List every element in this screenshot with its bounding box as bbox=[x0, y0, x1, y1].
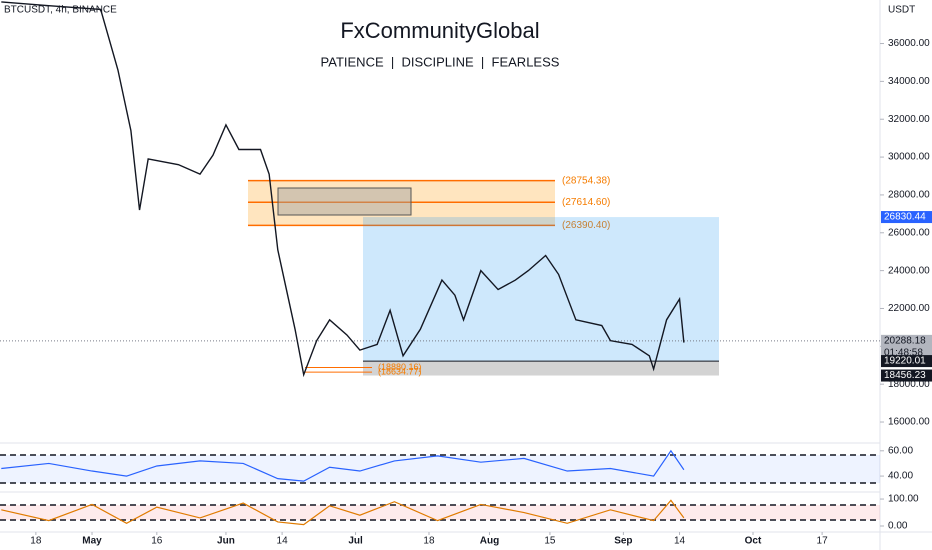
y-tick-label: 22000.00 bbox=[888, 303, 930, 314]
chart-title: FxCommunityGlobal bbox=[340, 18, 539, 43]
series-line bbox=[1, 449, 685, 482]
y-tick-label: 16000.00 bbox=[888, 417, 930, 428]
x-tick-label: 15 bbox=[544, 536, 556, 547]
x-tick-label: 16 bbox=[151, 536, 163, 547]
series-line bbox=[1, 1, 685, 378]
y-tick-label: 28000.00 bbox=[888, 190, 930, 201]
y-tick-label: 0.00 bbox=[888, 521, 908, 532]
y-tick-label: 18000.00 bbox=[888, 379, 930, 390]
y-tick-label: 60.00 bbox=[888, 445, 913, 456]
stop-zone bbox=[363, 361, 719, 376]
level-label: (18634.77) bbox=[378, 367, 422, 377]
target-zone bbox=[363, 217, 719, 362]
level-label: (26390.40) bbox=[562, 220, 610, 231]
y-tick-label: 36000.00 bbox=[888, 38, 930, 49]
price-badge-label: 20288.18 bbox=[884, 336, 926, 347]
x-tick-label: Jun bbox=[217, 536, 235, 547]
subtitle: PATIENCE | DISCIPLINE | FEARLESS bbox=[321, 54, 560, 69]
price-badge bbox=[881, 334, 932, 359]
y-tick-label: 24000.00 bbox=[888, 265, 930, 276]
x-tick-label: Sep bbox=[614, 536, 632, 547]
y-tick-label: 32000.00 bbox=[888, 114, 930, 125]
x-tick-label: Oct bbox=[745, 536, 762, 547]
rsi-band bbox=[0, 455, 880, 483]
price-badge bbox=[881, 355, 932, 368]
x-tick-label: Jul bbox=[348, 536, 363, 547]
x-tick-label: 14 bbox=[277, 536, 289, 547]
level-label: (18880.16) bbox=[378, 362, 422, 372]
stoch-band bbox=[0, 505, 880, 520]
currency: USDT bbox=[888, 5, 915, 16]
x-tick-label: May bbox=[82, 536, 102, 547]
box bbox=[277, 187, 412, 216]
y-tick-label: 30000.00 bbox=[888, 152, 930, 163]
level-label: (27614.60) bbox=[562, 197, 610, 208]
x-tick-label: Aug bbox=[480, 536, 499, 547]
x-tick-label: 18 bbox=[423, 536, 435, 547]
series-line bbox=[1, 499, 685, 526]
x-tick-label: 17 bbox=[817, 536, 829, 547]
price-badge-label: 19220.01 bbox=[884, 356, 926, 367]
price-badge-label: 26830.44 bbox=[884, 212, 926, 223]
x-tick-label: 14 bbox=[674, 536, 686, 547]
y-tick-label: 100.00 bbox=[888, 494, 919, 505]
y-tick-label: 26000.00 bbox=[888, 227, 930, 238]
x-tick-label: 18 bbox=[30, 536, 42, 547]
symbol: BTCUSDT, 4h, BINANCE bbox=[4, 5, 117, 16]
y-tick-label: 40.00 bbox=[888, 471, 913, 482]
price-badge bbox=[881, 211, 932, 224]
price-badge-label: 18456.23 bbox=[884, 370, 926, 381]
level-label: (28754.38) bbox=[562, 175, 610, 186]
countdown: 01:48:58 bbox=[884, 348, 923, 359]
y-tick-label: 34000.00 bbox=[888, 76, 930, 87]
price-badge bbox=[881, 369, 932, 382]
